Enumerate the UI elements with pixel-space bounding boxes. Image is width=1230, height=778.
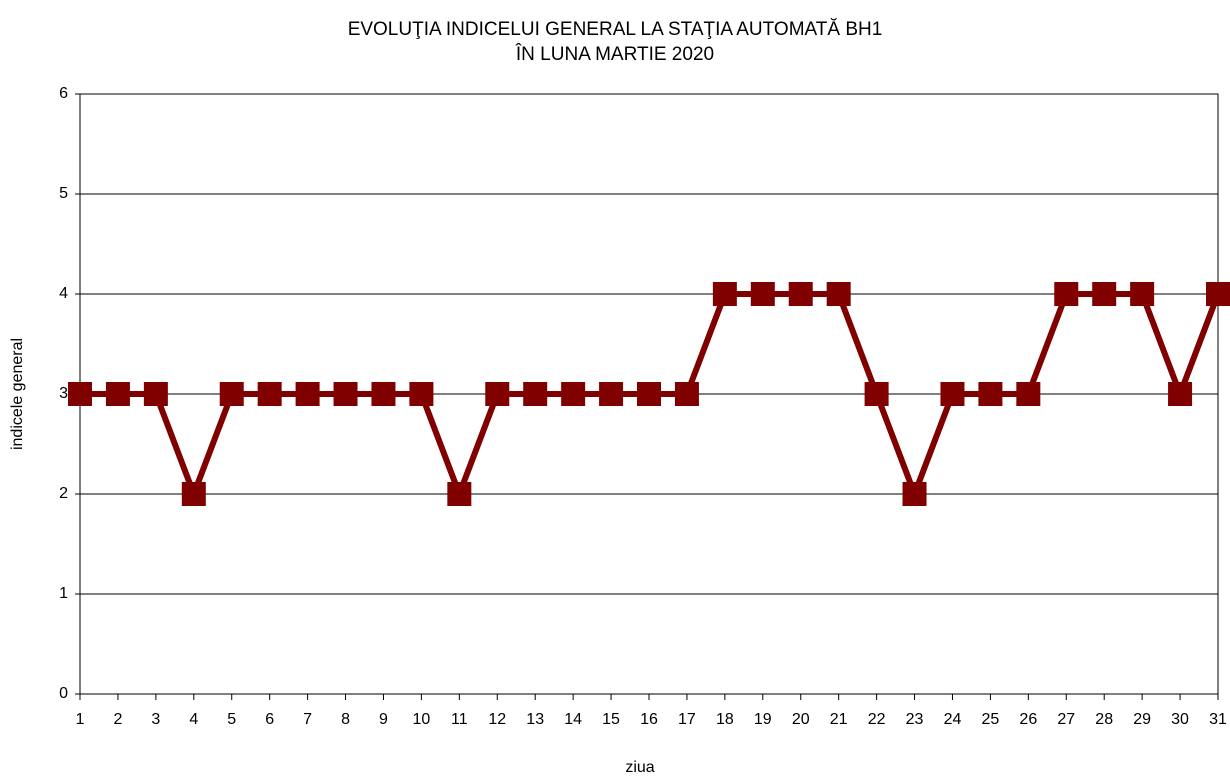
x-tick-label: 21: [830, 711, 848, 728]
marker: [674, 382, 699, 406]
x-tick-label: 8: [341, 711, 350, 728]
x-tick-label: 14: [564, 711, 582, 728]
marker: [940, 382, 965, 406]
x-tick-label: 9: [379, 711, 388, 728]
y-tick-label: 0: [59, 685, 68, 702]
x-tick-label: 29: [1133, 711, 1151, 728]
x-tick-label: 20: [792, 711, 810, 728]
x-tick-label: 16: [640, 711, 658, 728]
marker: [485, 382, 510, 406]
x-tick-label: 11: [451, 711, 468, 728]
x-tick-label: 27: [1057, 711, 1075, 728]
marker: [750, 282, 775, 306]
y-tick-label: 4: [59, 285, 68, 302]
x-tick-label: 10: [413, 711, 431, 728]
marker: [181, 482, 206, 506]
x-tick-label: 5: [227, 711, 236, 728]
x-tick-label: 31: [1209, 711, 1227, 728]
marker: [1206, 282, 1230, 306]
y-tick-label: 1: [59, 585, 68, 602]
x-axis-label: ziua: [625, 759, 654, 776]
marker: [978, 382, 1003, 406]
x-tick-label: 19: [754, 711, 772, 728]
marker: [1016, 382, 1041, 406]
marker: [826, 282, 851, 306]
x-tick-label: 7: [303, 711, 312, 728]
x-tick-label: 23: [906, 711, 924, 728]
marker: [219, 382, 244, 406]
marker: [333, 382, 358, 406]
x-tick-label: 6: [265, 711, 274, 728]
marker: [523, 382, 548, 406]
x-tick-label: 26: [1019, 711, 1037, 728]
y-tick-label: 6: [59, 85, 68, 102]
x-tick-label: 13: [526, 711, 544, 728]
chart-title: ÎN LUNA MARTIE 2020: [515, 43, 714, 65]
x-tick-label: 15: [602, 711, 620, 728]
x-tick-label: 24: [944, 711, 962, 728]
marker: [599, 382, 624, 406]
marker: [409, 382, 434, 406]
marker: [637, 382, 661, 406]
marker: [561, 382, 586, 406]
x-tick-label: 18: [716, 711, 734, 728]
marker: [68, 382, 92, 406]
y-tick-label: 3: [59, 385, 68, 402]
x-tick-label: 12: [488, 711, 506, 728]
marker: [447, 482, 472, 506]
x-tick-label: 17: [678, 711, 696, 728]
x-tick-label: 4: [189, 711, 198, 728]
x-tick-label: 30: [1171, 711, 1189, 728]
y-tick-label: 5: [59, 185, 68, 202]
x-tick-label: 22: [868, 711, 886, 728]
marker: [143, 382, 168, 406]
marker: [712, 282, 737, 306]
x-tick-label: 1: [76, 711, 85, 728]
marker: [295, 382, 320, 406]
x-tick-label: 2: [113, 711, 122, 728]
marker: [1168, 382, 1193, 406]
y-axis-label: indicele general: [9, 338, 26, 450]
marker: [257, 382, 282, 406]
chart-title: EVOLUŢIA INDICELUI GENERAL LA STAŢIA AUT…: [348, 19, 883, 40]
marker: [902, 482, 927, 506]
marker: [371, 382, 396, 406]
marker: [1054, 282, 1079, 306]
marker: [788, 282, 813, 306]
marker: [1130, 282, 1155, 306]
marker: [864, 382, 889, 406]
x-tick-label: 3: [151, 711, 160, 728]
x-tick-label: 28: [1095, 711, 1113, 728]
x-tick-label: 25: [982, 711, 1000, 728]
marker: [105, 382, 130, 406]
marker: [1092, 282, 1117, 306]
y-tick-label: 2: [59, 485, 68, 502]
